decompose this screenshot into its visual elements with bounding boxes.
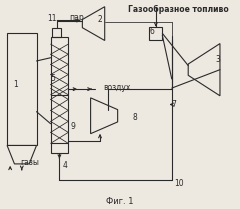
Text: воздух: воздух: [103, 83, 130, 92]
Bar: [7, 33, 36, 145]
Text: Фиг. 1: Фиг. 1: [106, 197, 134, 206]
Text: 8: 8: [133, 113, 138, 122]
Bar: [149, 27, 162, 40]
Bar: [51, 37, 68, 153]
Text: 1: 1: [13, 79, 18, 89]
Bar: [52, 28, 61, 37]
Text: 3: 3: [215, 55, 220, 64]
Text: газы: газы: [20, 158, 39, 167]
Text: 7: 7: [172, 100, 177, 109]
Text: пар: пар: [69, 13, 84, 22]
Text: 11: 11: [47, 14, 57, 23]
Text: 10: 10: [174, 179, 184, 188]
Text: 5: 5: [51, 74, 55, 83]
Text: 9: 9: [71, 121, 75, 130]
Text: Газообразное топливо: Газообразное топливо: [128, 5, 229, 14]
Polygon shape: [7, 145, 36, 164]
Text: 4: 4: [62, 161, 67, 171]
Text: 6: 6: [149, 27, 154, 36]
Text: 2: 2: [98, 15, 102, 24]
